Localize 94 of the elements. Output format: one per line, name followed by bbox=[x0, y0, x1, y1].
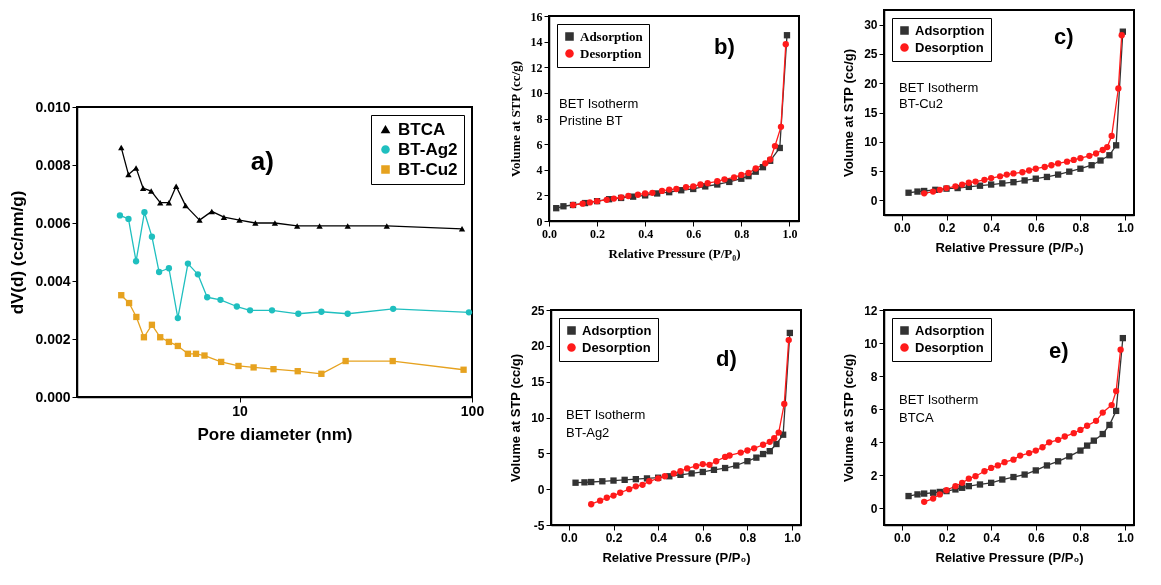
legend-label: BT-Ag2 bbox=[398, 139, 458, 159]
y-tick-label: 15 bbox=[531, 375, 545, 390]
y-tick-label: 6 bbox=[870, 402, 878, 417]
y-tick-label: 30 bbox=[864, 18, 878, 33]
y-tick-label: 5 bbox=[537, 446, 545, 461]
annotation: e) bbox=[1049, 337, 1069, 363]
annotation: d) bbox=[716, 346, 737, 372]
x-tick-label: 0.0 bbox=[894, 530, 912, 545]
y-tick-label: 5 bbox=[870, 164, 878, 179]
annotation: BT-Ag2 bbox=[566, 424, 610, 440]
legend-label: Desorption bbox=[580, 45, 643, 61]
x-tick-label: 0.4 bbox=[638, 226, 654, 241]
x-tick-label: 0.8 bbox=[739, 530, 757, 545]
annotation: a) bbox=[250, 146, 274, 177]
y-tick-label: 2 bbox=[870, 468, 878, 483]
y-tick-label: 4 bbox=[536, 163, 543, 178]
y-tick-label: 0 bbox=[536, 214, 543, 229]
legend-label: Desorption bbox=[582, 339, 651, 355]
y-tick-label: 25 bbox=[531, 303, 545, 318]
x-axis-title: Relative Pressure (P/P₀) bbox=[935, 549, 1084, 565]
y-tick-label: 25 bbox=[864, 47, 878, 62]
x-tick-label: 0.6 bbox=[694, 530, 712, 545]
y-tick-label: 0 bbox=[870, 501, 878, 516]
annotation: BET Isotherm bbox=[566, 407, 646, 423]
x-tick-label: 0.2 bbox=[605, 530, 623, 545]
x-tick-label: 1.0 bbox=[784, 530, 802, 545]
x-tick-label: 0.0 bbox=[894, 220, 912, 235]
legend-label: Desorption bbox=[915, 339, 984, 355]
x-tick-label: 1.0 bbox=[1117, 220, 1135, 235]
y-tick-label: 6 bbox=[536, 137, 543, 152]
y-tick-label: 0.002 bbox=[35, 330, 71, 347]
legend-label: Adsorption bbox=[580, 28, 644, 44]
y-axis-title: dV(d) (cc/nm/g) bbox=[8, 190, 28, 315]
x-tick-label: 0.8 bbox=[1072, 530, 1090, 545]
x-tick-label: 1.0 bbox=[782, 226, 798, 241]
y-tick-label: 14 bbox=[530, 35, 543, 50]
y-tick-label: 10 bbox=[864, 135, 878, 150]
y-tick-label: 8 bbox=[870, 369, 878, 384]
annotation: b) bbox=[714, 33, 735, 59]
x-tick-label: 0.6 bbox=[1027, 530, 1045, 545]
y-axis-title: Volume at STP (cc/g) bbox=[507, 60, 523, 178]
y-tick-label: 0.006 bbox=[35, 214, 71, 231]
x-tick-label: 0.2 bbox=[938, 220, 956, 235]
y-tick-label: 10 bbox=[864, 336, 878, 351]
x-axis-title: Relative Pressure (P/P₀) bbox=[935, 239, 1084, 255]
y-tick-label: 10 bbox=[530, 86, 543, 101]
y-axis-title: Volume at STP (cc/g) bbox=[508, 353, 524, 483]
annotation: BTCA bbox=[899, 409, 934, 425]
annotation: BT-Cu2 bbox=[899, 96, 944, 112]
y-tick-label: 4 bbox=[870, 435, 878, 450]
y-tick-label: 0.000 bbox=[35, 388, 71, 405]
legend-label: Adsorption bbox=[915, 322, 985, 338]
x-axis-title: Relative Pressure (P/P₀) bbox=[602, 549, 751, 565]
annotation: c) bbox=[1054, 23, 1074, 49]
x-tick-label: 0.0 bbox=[561, 530, 579, 545]
y-tick-label: 0 bbox=[537, 482, 545, 497]
y-tick-label: 16 bbox=[530, 9, 543, 24]
x-tick-label: 0.2 bbox=[938, 530, 956, 545]
legend-label: BT-Cu2 bbox=[398, 159, 458, 179]
x-tick-label: 1.0 bbox=[1117, 530, 1135, 545]
y-tick-label: 12 bbox=[530, 60, 543, 75]
y-tick-label: 0.004 bbox=[35, 272, 71, 289]
legend-label: Adsorption bbox=[915, 22, 985, 38]
y-tick-label: 2 bbox=[536, 188, 543, 203]
y-tick-label: 15 bbox=[864, 106, 878, 120]
x-tick-label: 0.8 bbox=[1072, 220, 1090, 235]
y-tick-label: -5 bbox=[533, 518, 545, 533]
y-tick-label: 0.010 bbox=[35, 98, 71, 115]
x-tick-label: 0.4 bbox=[983, 220, 1001, 235]
x-tick-label: 0.6 bbox=[686, 226, 702, 241]
y-tick-label: 8 bbox=[536, 112, 543, 126]
x-tick-label: 0.4 bbox=[650, 530, 668, 545]
x-axis-title: Pore diameter (nm) bbox=[197, 424, 353, 444]
x-tick-label: 100 bbox=[460, 402, 485, 419]
legend-label: Desorption bbox=[915, 39, 984, 55]
annotation: Pristine BT bbox=[559, 112, 623, 128]
y-tick-label: 20 bbox=[864, 76, 878, 91]
y-tick-label: 0.008 bbox=[35, 156, 71, 173]
annotation: BET Isotherm bbox=[559, 96, 639, 112]
x-tick-label: 0.2 bbox=[590, 226, 606, 241]
legend-label: BTCA bbox=[398, 119, 446, 139]
annotation: BET Isotherm bbox=[899, 79, 979, 95]
y-tick-label: 20 bbox=[531, 339, 545, 354]
y-axis-title: Volume at STP (cc/g) bbox=[841, 48, 857, 178]
x-tick-label: 0.4 bbox=[983, 530, 1001, 545]
y-tick-label: 0 bbox=[870, 193, 878, 208]
y-tick-label: 12 bbox=[864, 303, 878, 318]
annotation: BET Isotherm bbox=[899, 392, 979, 408]
x-tick-label: 0.6 bbox=[1027, 220, 1045, 235]
x-axis-title: Relative Pressure (P/P₀) bbox=[608, 245, 741, 261]
x-tick-label: 0.0 bbox=[542, 226, 557, 241]
legend-label: Adsorption bbox=[582, 322, 652, 338]
y-axis-title: Volume at STP (cc/g) bbox=[841, 353, 857, 483]
x-tick-label: 0.8 bbox=[734, 226, 750, 241]
